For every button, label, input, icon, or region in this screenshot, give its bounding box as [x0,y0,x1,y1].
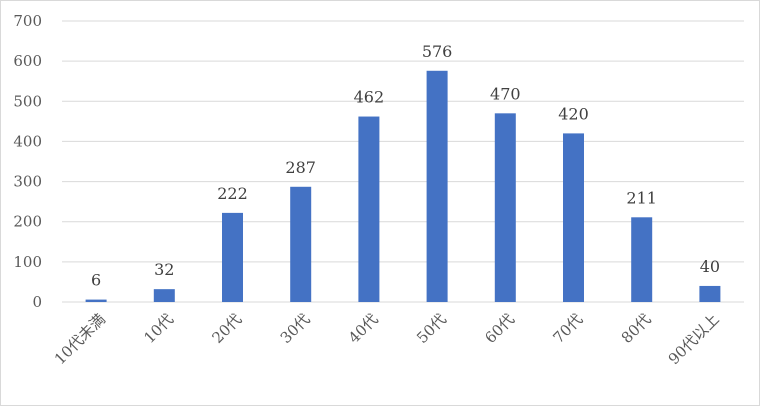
bar [358,116,380,302]
bar [222,212,243,302]
bars [85,70,721,302]
data-label: 420 [558,104,589,123]
x-tick-label: 10代未満 [51,310,109,368]
data-label: 40 [700,257,720,276]
x-tick-label: 50代 [413,310,450,347]
data-label: 32 [154,260,174,279]
gridlines [62,20,744,303]
x-tick-label: 80代 [618,310,655,347]
x-tick-label: 70代 [549,310,586,347]
x-tick-label: 60代 [481,310,518,347]
x-tick-label: 30代 [277,310,314,347]
bar [563,133,584,302]
bar [699,285,721,302]
data-label: 462 [354,88,385,107]
y-tick-label: 300 [13,173,42,191]
x-tick-label: 10代 [140,310,177,347]
data-label: 6 [91,271,101,290]
y-tick-label: 100 [13,253,42,271]
y-tick-label: 0 [32,293,42,311]
bar [290,186,312,302]
x-tick-label: 20代 [208,310,245,347]
y-tick-label: 200 [13,213,42,231]
data-label: 222 [217,184,248,203]
bar [494,113,516,302]
data-label: 470 [490,84,521,103]
y-tick-label: 700 [13,12,42,30]
x-tick-label: 90代以上 [665,310,723,368]
bar [426,70,448,302]
bar [153,289,175,302]
y-tick-label: 400 [13,132,42,150]
y-tick-label: 500 [13,92,42,110]
data-label: 287 [285,158,316,177]
data-label: 576 [422,42,453,61]
bar [631,217,653,302]
y-axis-ticks: 0 100 200 300 400 500 600 700 [13,12,42,311]
x-axis-labels: 10代未満 10代 20代 30代 40代 50代 60代 70代 80代 90代以上 [51,310,723,368]
data-label: 211 [626,188,657,207]
bar [85,299,107,302]
data-labels: 6 32 222 287 462 576 470 420 211 40 [91,42,720,290]
y-tick-label: 600 [13,52,42,70]
x-tick-label: 40代 [345,310,382,347]
